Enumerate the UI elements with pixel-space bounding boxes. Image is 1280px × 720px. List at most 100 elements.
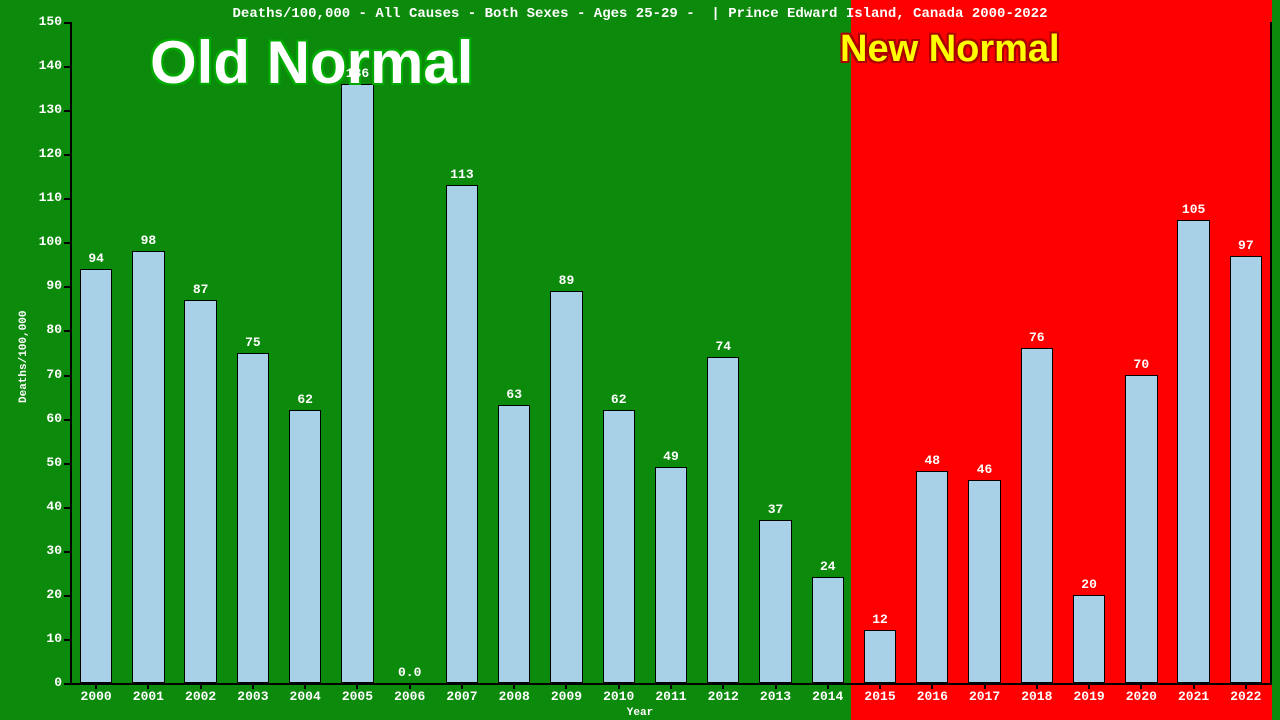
y-tick-mark (64, 551, 70, 553)
bar (759, 520, 791, 683)
y-tick-label: 90 (0, 278, 62, 293)
y-tick-label: 140 (0, 58, 62, 73)
y-tick-label: 50 (0, 455, 62, 470)
bar-value-label: 105 (1167, 202, 1219, 217)
y-tick-label: 130 (0, 102, 62, 117)
bar-value-label: 87 (175, 282, 227, 297)
x-tick-label: 2017 (958, 689, 1010, 704)
bar-value-label: 98 (122, 233, 174, 248)
x-tick-label: 2009 (540, 689, 592, 704)
bar-value-label: 76 (1011, 330, 1063, 345)
y-tick-label: 30 (0, 543, 62, 558)
bar (603, 410, 635, 683)
x-tick-label: 2016 (906, 689, 958, 704)
bar-value-label: 46 (958, 462, 1010, 477)
bar-value-label: 89 (540, 273, 592, 288)
bar (446, 185, 478, 683)
axis-line (1270, 22, 1272, 685)
y-tick-mark (64, 198, 70, 200)
y-tick-mark (64, 110, 70, 112)
y-tick-label: 60 (0, 411, 62, 426)
bar (132, 251, 164, 683)
y-tick-mark (64, 683, 70, 685)
y-tick-mark (64, 639, 70, 641)
bar (550, 291, 582, 683)
bar-value-label: 20 (1063, 577, 1115, 592)
bar-value-label: 49 (645, 449, 697, 464)
bar (1230, 256, 1262, 683)
y-tick-mark (64, 22, 70, 24)
y-tick-mark (64, 463, 70, 465)
bar (916, 471, 948, 683)
x-tick-label: 2021 (1167, 689, 1219, 704)
bar-value-label: 37 (749, 502, 801, 517)
bar-value-label: 62 (593, 392, 645, 407)
bar (80, 269, 112, 683)
y-tick-label: 0 (0, 675, 62, 690)
bar (341, 84, 373, 683)
y-tick-label: 80 (0, 322, 62, 337)
y-tick-mark (64, 595, 70, 597)
x-tick-label: 2012 (697, 689, 749, 704)
bar-value-label: 113 (436, 167, 488, 182)
bar (968, 480, 1000, 683)
bar (1177, 220, 1209, 683)
bar-value-label: 48 (906, 453, 958, 468)
chart-title: Deaths/100,000 - All Causes - Both Sexes… (0, 6, 1280, 22)
y-tick-label: 20 (0, 587, 62, 602)
y-tick-mark (64, 419, 70, 421)
x-tick-label: 2011 (645, 689, 697, 704)
bar-value-label: 63 (488, 387, 540, 402)
axis-line (70, 22, 72, 685)
chart-container: Deaths/100,000 - All Causes - Both Sexes… (0, 0, 1280, 720)
x-tick-label: 2006 (384, 689, 436, 704)
bar-value-label: 0.0 (384, 665, 436, 680)
x-tick-label: 2005 (331, 689, 383, 704)
y-tick-mark (64, 375, 70, 377)
y-tick-mark (64, 242, 70, 244)
y-tick-label: 10 (0, 631, 62, 646)
bar (707, 357, 739, 683)
bar (498, 405, 530, 683)
y-tick-label: 70 (0, 367, 62, 382)
y-tick-mark (64, 330, 70, 332)
new-normal-label: New Normal (840, 28, 1060, 71)
y-tick-label: 100 (0, 234, 62, 249)
bar (655, 467, 687, 683)
y-tick-mark (64, 154, 70, 156)
x-axis-title: Year (0, 707, 1280, 719)
x-tick-label: 2018 (1011, 689, 1063, 704)
bar (289, 410, 321, 683)
x-tick-label: 2003 (227, 689, 279, 704)
x-tick-label: 2004 (279, 689, 331, 704)
bar (812, 577, 844, 683)
bar-value-label: 12 (854, 612, 906, 627)
y-tick-mark (64, 286, 70, 288)
x-tick-label: 2014 (802, 689, 854, 704)
bar-value-label: 74 (697, 339, 749, 354)
y-tick-mark (64, 66, 70, 68)
bar-value-label: 70 (1115, 357, 1167, 372)
x-tick-label: 2015 (854, 689, 906, 704)
y-tick-mark (64, 507, 70, 509)
bar-value-label: 97 (1220, 238, 1272, 253)
x-tick-label: 2000 (70, 689, 122, 704)
x-tick-label: 2008 (488, 689, 540, 704)
bar (184, 300, 216, 683)
x-tick-label: 2020 (1115, 689, 1167, 704)
x-tick-label: 2007 (436, 689, 488, 704)
bar (237, 353, 269, 684)
x-tick-label: 2001 (122, 689, 174, 704)
bar (864, 630, 896, 683)
bar-value-label: 94 (70, 251, 122, 266)
bar-value-label: 24 (802, 559, 854, 574)
bar (1021, 348, 1053, 683)
x-tick-label: 2019 (1063, 689, 1115, 704)
x-tick-label: 2010 (593, 689, 645, 704)
bar-value-label: 62 (279, 392, 331, 407)
bar (1125, 375, 1157, 683)
x-tick-label: 2022 (1220, 689, 1272, 704)
y-tick-label: 40 (0, 499, 62, 514)
y-tick-label: 110 (0, 190, 62, 205)
bar (1073, 595, 1105, 683)
